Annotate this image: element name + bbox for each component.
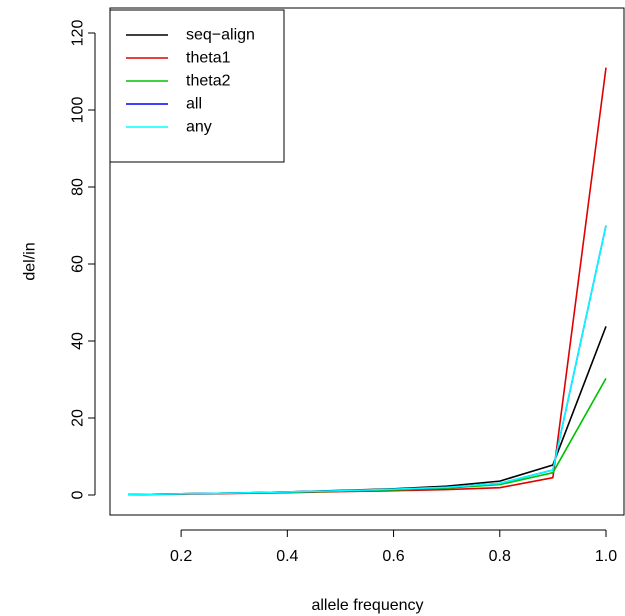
y-tick-label: 100	[70, 97, 87, 124]
series-line	[127, 225, 607, 496]
series-line	[127, 225, 607, 496]
x-tick-label: 1.0	[595, 548, 617, 565]
y-tick-label: 60	[70, 255, 87, 273]
legend-label: theta1	[186, 50, 231, 67]
plot-area	[127, 67, 607, 496]
axes: 0.2 0.4 0.6 0.8 1.0 0 20 40 60 80 100 120	[70, 7, 625, 565]
y-tick-label: 40	[70, 332, 87, 350]
plot-frame	[109, 7, 625, 516]
y-tick-label: 20	[70, 409, 87, 427]
y-tick-label: 120	[70, 20, 87, 47]
series-line	[127, 326, 607, 496]
x-tick-label: 0.6	[382, 548, 404, 565]
legend-label: any	[186, 119, 212, 136]
legend: seq−align theta1 theta2 all any	[109, 9, 285, 163]
legend-label: all	[186, 96, 202, 113]
y-tick-label: 80	[70, 178, 87, 196]
x-tick-label: 0.4	[276, 548, 298, 565]
legend-label: seq−align	[186, 27, 255, 44]
y-tick-label: 0	[70, 490, 87, 499]
x-tick-label: 0.2	[170, 548, 192, 565]
series-line	[127, 377, 607, 496]
x-axis-title: allele frequency	[311, 597, 423, 614]
legend-label: theta2	[186, 73, 231, 90]
x-tick-label: 0.8	[489, 548, 511, 565]
y-axis-title: del/in	[22, 242, 39, 280]
